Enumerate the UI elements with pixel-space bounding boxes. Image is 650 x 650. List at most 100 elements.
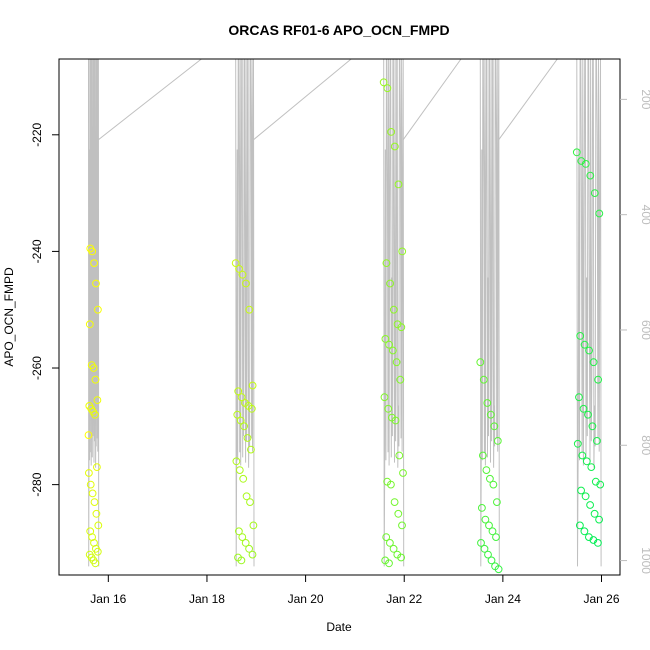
data-point <box>489 480 498 489</box>
data-point <box>392 358 401 367</box>
data-point <box>395 451 404 460</box>
data-point <box>245 544 254 553</box>
data-point <box>398 521 406 530</box>
data-point <box>398 247 407 256</box>
data-point <box>390 498 399 507</box>
data-point <box>237 393 246 402</box>
altitude-trace-transit <box>253 58 352 141</box>
data-point <box>247 404 256 413</box>
data-point <box>382 259 391 268</box>
x-axis-label: Date <box>326 620 352 634</box>
y-axis: -220 -240 -260 -280 <box>30 122 60 497</box>
data-point <box>232 457 241 466</box>
altitude-trace-flight <box>479 58 500 567</box>
data-point <box>478 504 486 512</box>
y-tick-label: -280 <box>30 472 44 496</box>
x-axis: Jan 16 Jan 18 Jan 20 Jan 22 Jan 24 Jan 26 <box>90 574 620 606</box>
data-point <box>242 279 250 288</box>
data-point <box>88 533 96 541</box>
altitude-trace-transit <box>402 58 462 141</box>
y2-tick-label: 1000 <box>639 547 650 574</box>
data-point <box>248 550 257 559</box>
data-point <box>242 492 251 501</box>
data-point <box>490 422 499 431</box>
data-point <box>479 451 487 460</box>
x-tick-label: Jan 26 <box>583 592 619 606</box>
data-point <box>481 515 490 524</box>
plot-frame <box>58 58 621 576</box>
y2-axis: 200 400 600 800 1000 <box>620 89 650 574</box>
data-point <box>480 544 489 553</box>
data-point <box>486 474 494 483</box>
data-point <box>387 480 395 489</box>
data-point <box>379 78 388 87</box>
x-tick-label: Jan 16 <box>90 592 126 606</box>
data-point <box>94 305 102 314</box>
data-point <box>589 358 598 367</box>
data-point <box>494 565 503 574</box>
data-point <box>397 323 406 332</box>
y2-tick-label: 600 <box>639 320 650 340</box>
data-point <box>576 521 584 530</box>
x-tick-label: Jan 24 <box>485 592 521 606</box>
data-point <box>236 416 245 425</box>
data-point <box>581 160 590 168</box>
data-point <box>239 474 248 483</box>
data-point <box>91 375 100 384</box>
data-point <box>381 335 390 343</box>
y-axis-label: APO_OCN_FMPD <box>2 267 16 367</box>
data-point <box>493 437 502 445</box>
data-point <box>233 410 242 419</box>
data-point <box>595 209 604 218</box>
data-point <box>394 509 403 518</box>
data-point <box>479 375 488 384</box>
altitude-trace-transit <box>498 58 558 141</box>
data-point <box>91 410 99 419</box>
data-point <box>380 393 389 402</box>
data-point <box>397 553 406 562</box>
data-point <box>389 544 398 553</box>
data-point <box>596 480 605 489</box>
data-point <box>387 128 396 136</box>
data-point <box>484 550 492 559</box>
data-point <box>237 556 246 565</box>
data-point <box>487 556 496 565</box>
y2-tick-label: 800 <box>639 435 650 455</box>
data-point <box>493 498 501 507</box>
data-point <box>486 410 495 419</box>
data-point <box>390 142 399 151</box>
altitude-trace-flight <box>88 58 100 567</box>
data-point <box>590 189 599 198</box>
altitude-trace <box>88 58 602 567</box>
chart-title: ORCAS RF01-6 APO_OCN_FMPD <box>228 22 449 38</box>
data-point <box>384 404 393 413</box>
data-point <box>586 171 595 180</box>
data-point <box>594 539 602 547</box>
data-point <box>578 451 587 460</box>
data-point <box>582 457 591 466</box>
data-point <box>246 498 254 507</box>
data-point <box>85 320 94 329</box>
data-point <box>88 489 97 498</box>
data-point <box>483 399 492 407</box>
data-point <box>92 279 100 288</box>
data-point <box>243 434 252 442</box>
data-point <box>396 375 405 384</box>
data-point <box>579 404 588 413</box>
data-point <box>399 469 407 477</box>
data-point <box>492 533 500 541</box>
data-point <box>394 180 403 189</box>
data-point <box>588 422 597 431</box>
data-point <box>476 358 485 367</box>
x-tick-label: Jan 20 <box>288 592 324 606</box>
data-point <box>586 501 594 509</box>
data-point <box>577 486 585 495</box>
x-tick-label: Jan 22 <box>386 592 422 606</box>
altitude-trace-flight <box>235 58 255 567</box>
data-point <box>581 492 590 501</box>
altitude-trace-transit <box>98 58 202 141</box>
data-point <box>91 559 100 568</box>
data-point <box>231 259 240 268</box>
x-tick-label: Jan 18 <box>189 592 225 606</box>
